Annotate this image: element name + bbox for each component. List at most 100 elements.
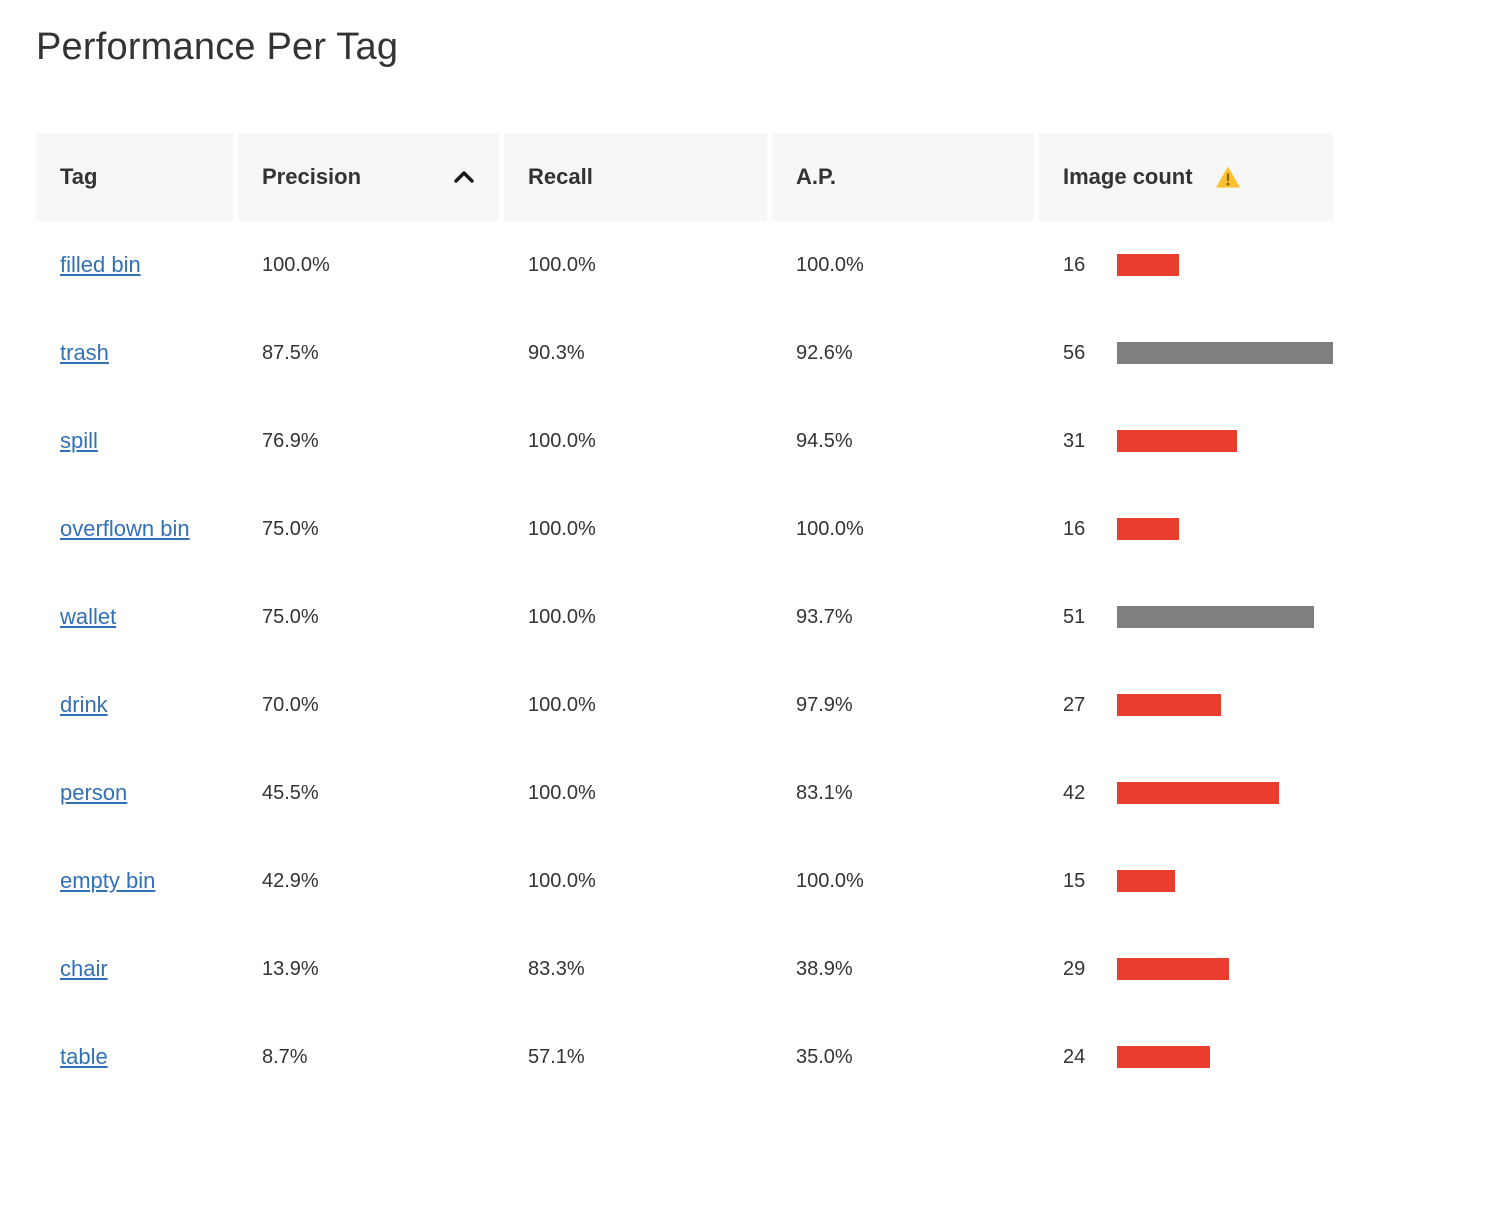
precision-value: 70.0% [262,693,319,716]
column-header-recall-label: Recall [528,164,593,189]
image-count-value: 29 [1063,957,1086,980]
recall-value: 100.0% [528,253,596,276]
column-header-recall[interactable]: Recall [504,133,767,221]
ap-value: 83.1% [796,781,853,804]
column-header-tag-label: Tag [60,164,98,189]
tag-cell: wallet [36,593,233,641]
image-count-value: 42 [1063,781,1086,804]
tag-link[interactable]: spill [60,428,98,453]
tag-cell: trash [36,329,233,377]
recall-value: 90.3% [528,341,585,364]
table-row: table 8.7% 57.1% 35.0% 24 [36,1013,1332,1101]
image-count-value: 24 [1063,1045,1086,1068]
image-count-cell: 56 [1039,342,1333,365]
image-count-value: 56 [1063,341,1086,364]
tag-cell: table [36,1033,233,1081]
table-header-row: Tag Precision Recall A.P. Image count [36,133,1333,221]
column-header-tag[interactable]: Tag [36,133,233,221]
page-title: Performance Per Tag [36,26,399,68]
recall-value: 100.0% [528,429,596,452]
column-header-precision[interactable]: Precision [238,133,499,221]
ap-value: 100.0% [796,869,864,892]
table-body: filled bin 100.0% 100.0% 100.0% 16 trash 87.5%… [36,221,1333,1101]
image-count-bar [1117,958,1229,980]
ap-value: 38.9% [796,957,853,980]
ap-value: 92.6% [796,341,853,364]
image-count-cell: 42 [1039,782,1333,805]
image-count-cell: 16 [1039,518,1333,541]
image-count-cell: 15 [1039,870,1333,893]
tag-link[interactable]: person [60,780,128,805]
performance-page: Performance Per Tag Tag Precision Recall… [36,26,1333,1101]
image-count-bar [1117,342,1333,364]
table-row: spill 76.9% 100.0% 94.5% 31 [36,397,1332,485]
image-count-bar [1117,254,1179,276]
ap-value: 93.7% [796,605,853,628]
image-count-value: 31 [1063,429,1086,452]
precision-value: 13.9% [262,957,319,980]
image-count-value: 27 [1063,693,1086,716]
image-count-cell: 27 [1039,694,1333,717]
recall-value: 83.3% [528,957,585,980]
precision-value: 100.0% [262,253,330,276]
column-header-precision-label: Precision [262,164,362,189]
tag-cell: spill [36,417,233,465]
tag-cell: filled bin [36,241,233,289]
tag-link[interactable]: filled bin [60,252,141,277]
table-row: empty bin 42.9% 100.0% 100.0% 15 [36,837,1332,925]
table-row: wallet 75.0% 100.0% 93.7% 51 [36,573,1332,661]
recall-value: 57.1% [528,1045,585,1068]
ap-value: 94.5% [796,429,853,452]
tag-link[interactable]: empty bin [60,868,156,893]
recall-value: 100.0% [528,605,596,628]
tag-cell: chair [36,945,233,993]
table-row: filled bin 100.0% 100.0% 100.0% 16 [36,221,1332,309]
tag-cell: overflown bin [36,505,233,553]
ap-value: 100.0% [796,517,864,540]
image-count-bar [1117,518,1179,540]
image-count-cell: 31 [1039,430,1333,453]
tag-cell: person [36,769,233,817]
image-count-bar [1117,1046,1210,1068]
column-header-image-count[interactable]: Image count [1039,133,1333,221]
image-count-bar [1117,430,1237,452]
table-row: person 45.5% 100.0% 83.1% 42 [36,749,1332,837]
image-count-bar [1117,782,1279,804]
precision-value: 45.5% [262,781,319,804]
tag-cell: drink [36,681,233,729]
image-count-cell: 29 [1039,958,1333,981]
sort-ascending-icon [453,170,475,184]
image-count-bar [1117,870,1175,892]
column-header-ap-label: A.P. [796,164,836,189]
image-count-value: 51 [1063,605,1086,628]
precision-value: 75.0% [262,605,319,628]
precision-value: 87.5% [262,341,319,364]
recall-value: 100.0% [528,693,596,716]
performance-table: Tag Precision Recall A.P. Image count [36,133,1333,1101]
ap-value: 97.9% [796,693,853,716]
image-count-bar [1117,694,1221,716]
ap-value: 100.0% [796,253,864,276]
tag-link[interactable]: table [60,1044,108,1069]
recall-value: 100.0% [528,781,596,804]
tag-link[interactable]: chair [60,956,108,981]
recall-value: 100.0% [528,869,596,892]
image-count-cell: 51 [1039,606,1333,629]
tag-link[interactable]: trash [60,340,109,365]
warning-icon[interactable] [1215,165,1241,189]
tag-link[interactable]: wallet [60,604,117,629]
image-count-bar [1117,606,1314,628]
tag-link[interactable]: overflown bin [60,516,190,541]
precision-value: 42.9% [262,869,319,892]
tag-link[interactable]: drink [60,692,108,717]
column-header-ap[interactable]: A.P. [772,133,1034,221]
image-count-cell: 24 [1039,1046,1333,1069]
precision-value: 76.9% [262,429,319,452]
precision-value: 8.7% [262,1045,308,1068]
precision-value: 75.0% [262,517,319,540]
image-count-value: 16 [1063,517,1086,540]
table-row: chair 13.9% 83.3% 38.9% 29 [36,925,1332,1013]
table-row: overflown bin 75.0% 100.0% 100.0% 16 [36,485,1332,573]
table-row: drink 70.0% 100.0% 97.9% 27 [36,661,1332,749]
image-count-cell: 16 [1039,254,1333,277]
